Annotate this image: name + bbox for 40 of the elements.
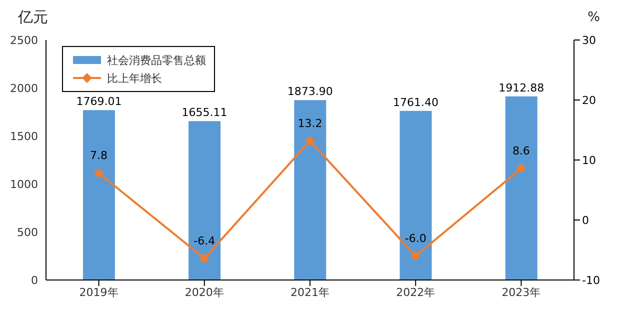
y2-tick-label: 10 <box>582 154 596 167</box>
y2-axis-title: % <box>588 10 600 25</box>
bar <box>294 100 326 280</box>
point <box>410 251 421 261</box>
y2-tick-label: 30 <box>582 34 596 47</box>
x-tick-label: 2019年 <box>79 286 118 299</box>
y-tick-label: 1000 <box>10 178 38 191</box>
bar <box>505 96 538 280</box>
point <box>94 168 104 178</box>
bar <box>82 110 115 280</box>
y2-tick-label: -10 <box>582 274 600 287</box>
legend-label: 比上年增长 <box>107 70 162 86</box>
x-tick-label: 2020年 <box>184 286 224 299</box>
data-label: 7.8 <box>90 149 108 162</box>
legend-label: 社会消费品零售总额 <box>107 52 206 68</box>
x-tick-label: 2023年 <box>502 286 541 299</box>
y2-tick-label: 20 <box>582 94 596 107</box>
y-axis-title: 亿元 <box>18 8 48 27</box>
y-tick-label: 2500 <box>10 34 38 47</box>
data-label: 1912.88 <box>498 81 544 94</box>
bar <box>400 110 432 280</box>
data-label: -6.0 <box>404 232 426 245</box>
x-tick-label: 2021年 <box>290 286 330 299</box>
point <box>199 253 210 264</box>
data-label: 8.6 <box>512 144 530 158</box>
bar <box>188 121 221 280</box>
y-tick-label: 0 <box>31 274 38 287</box>
y-tick-label: 500 <box>17 226 38 239</box>
point <box>305 136 315 146</box>
data-label: -6.4 <box>194 234 216 248</box>
x-tick-label: 2022年 <box>396 286 436 299</box>
data-label: 13.2 <box>298 116 322 130</box>
data-label: 1873.90 <box>287 85 333 98</box>
data-label: 1761.40 <box>393 96 439 109</box>
point <box>516 163 526 174</box>
y2-tick-label: 0 <box>582 214 589 227</box>
data-label: 1655.11 <box>182 106 228 120</box>
y-tick-label: 1500 <box>10 130 38 143</box>
y-tick-label: 2000 <box>10 82 38 95</box>
data-label: 1769.01 <box>76 95 122 108</box>
